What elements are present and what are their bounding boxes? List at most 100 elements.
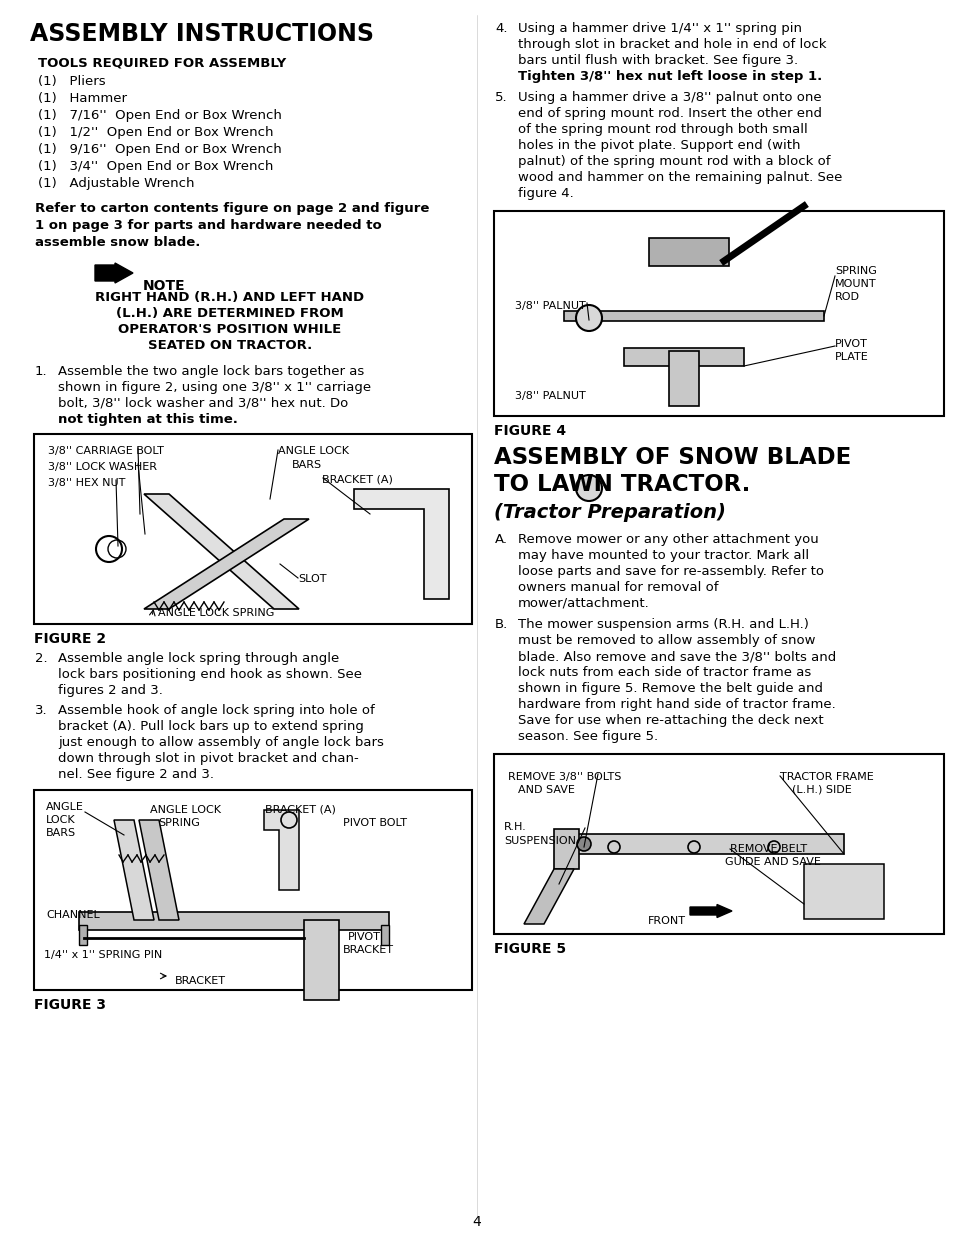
Text: hardware from right hand side of tractor frame.: hardware from right hand side of tractor… — [517, 698, 835, 711]
Text: (L.H.) SIDE: (L.H.) SIDE — [791, 785, 851, 795]
Text: SLOT: SLOT — [297, 574, 326, 584]
Text: Using a hammer drive a 3/8'' palnut onto one: Using a hammer drive a 3/8'' palnut onto… — [517, 91, 821, 104]
Text: just enough to allow assembly of angle lock bars: just enough to allow assembly of angle l… — [58, 735, 383, 749]
Text: OPERATOR'S POSITION WHILE: OPERATOR'S POSITION WHILE — [118, 323, 341, 336]
Text: R.H.: R.H. — [503, 822, 526, 832]
Text: A.: A. — [495, 533, 507, 545]
Text: BRACKET: BRACKET — [343, 945, 394, 955]
Bar — [34, 790, 472, 990]
Text: bracket (A). Pull lock bars up to extend spring: bracket (A). Pull lock bars up to extend… — [58, 719, 363, 733]
Text: 3/8'' LOCK WASHER: 3/8'' LOCK WASHER — [48, 462, 157, 471]
Bar — [304, 921, 338, 1000]
Text: 3/8'' HEX NUT: 3/8'' HEX NUT — [48, 478, 125, 487]
Text: SPRING: SPRING — [834, 267, 876, 276]
Text: shown in figure 2, using one 3/8'' x 1'' carriage: shown in figure 2, using one 3/8'' x 1''… — [58, 381, 371, 394]
Text: BRACKET (A): BRACKET (A) — [265, 805, 335, 814]
Text: BARS: BARS — [46, 828, 76, 838]
Text: 3/8'' PALNUT: 3/8'' PALNUT — [515, 391, 585, 401]
Text: TRACTOR FRAME: TRACTOR FRAME — [780, 772, 873, 782]
Text: not tighten at this time.: not tighten at this time. — [58, 413, 237, 426]
Text: LOCK: LOCK — [46, 814, 75, 826]
Text: SEATED ON TRACTOR.: SEATED ON TRACTOR. — [148, 339, 312, 352]
Text: BRACKET (A): BRACKET (A) — [322, 474, 393, 484]
Text: end of spring mount rod. Insert the other end: end of spring mount rod. Insert the othe… — [517, 107, 821, 120]
Bar — [648, 238, 728, 267]
Polygon shape — [523, 869, 574, 924]
Text: 3/8'' PALNUT: 3/8'' PALNUT — [515, 301, 585, 311]
Bar — [803, 864, 883, 919]
Circle shape — [576, 305, 601, 331]
Bar — [668, 350, 699, 406]
Bar — [79, 926, 87, 945]
Text: Save for use when re-attaching the deck next: Save for use when re-attaching the deck … — [517, 714, 822, 727]
Text: ANGLE LOCK: ANGLE LOCK — [277, 445, 349, 457]
Text: owners manual for removal of: owners manual for removal of — [517, 581, 718, 594]
Text: (1)   Pliers: (1) Pliers — [38, 75, 106, 88]
Text: (1)   1/2''  Open End or Box Wrench: (1) 1/2'' Open End or Box Wrench — [38, 126, 274, 139]
Text: (Tractor Preparation): (Tractor Preparation) — [494, 503, 725, 522]
Text: season. See figure 5.: season. See figure 5. — [517, 731, 658, 743]
Text: 5.: 5. — [495, 91, 507, 104]
Text: SUSPENSION: SUSPENSION — [503, 835, 576, 847]
Text: wood and hammer on the remaining palnut. See: wood and hammer on the remaining palnut.… — [517, 172, 841, 184]
Text: CHANNEL: CHANNEL — [46, 909, 100, 921]
Text: 4: 4 — [472, 1215, 481, 1229]
Text: ANGLE LOCK: ANGLE LOCK — [150, 805, 221, 814]
Text: 4.: 4. — [495, 22, 507, 35]
Text: palnut) of the spring mount rod with a block of: palnut) of the spring mount rod with a b… — [517, 155, 830, 168]
Text: Tighten 3/8'' hex nut left loose in step 1.: Tighten 3/8'' hex nut left loose in step… — [517, 70, 821, 83]
Text: holes in the pivot plate. Support end (with: holes in the pivot plate. Support end (w… — [517, 139, 800, 152]
Text: (1)   Adjustable Wrench: (1) Adjustable Wrench — [38, 176, 194, 190]
Text: of the spring mount rod through both small: of the spring mount rod through both sma… — [517, 123, 807, 136]
Text: bars until flush with bracket. See figure 3.: bars until flush with bracket. See figur… — [517, 54, 798, 67]
Bar — [563, 311, 823, 321]
Text: Assemble the two angle lock bars together as: Assemble the two angle lock bars togethe… — [58, 365, 364, 378]
Text: ASSEMBLY OF SNOW BLADE: ASSEMBLY OF SNOW BLADE — [494, 445, 850, 469]
Text: PIVOT: PIVOT — [834, 339, 867, 349]
Text: ASSEMBLY INSTRUCTIONS: ASSEMBLY INSTRUCTIONS — [30, 22, 374, 46]
Text: shown in figure 5. Remove the belt guide and: shown in figure 5. Remove the belt guide… — [517, 682, 822, 695]
Text: TO LAWN TRACTOR.: TO LAWN TRACTOR. — [494, 473, 750, 496]
Text: bolt, 3/8'' lock washer and 3/8'' hex nut. Do: bolt, 3/8'' lock washer and 3/8'' hex nu… — [58, 397, 348, 410]
Bar — [623, 348, 743, 366]
Bar — [34, 434, 472, 624]
FancyArrow shape — [95, 263, 132, 283]
Text: FIGURE 3: FIGURE 3 — [34, 998, 106, 1012]
Text: through slot in bracket and hole in end of lock: through slot in bracket and hole in end … — [517, 38, 825, 51]
Text: The mower suspension arms (R.H. and L.H.): The mower suspension arms (R.H. and L.H.… — [517, 618, 808, 631]
Polygon shape — [139, 821, 179, 921]
Polygon shape — [354, 489, 449, 598]
Text: PIVOT BOLT: PIVOT BOLT — [343, 818, 407, 828]
Text: 2.: 2. — [35, 652, 48, 665]
Text: ROD: ROD — [834, 292, 859, 302]
Text: NOTE: NOTE — [143, 279, 186, 292]
Text: Assemble angle lock spring through angle: Assemble angle lock spring through angle — [58, 652, 339, 665]
Text: Refer to carton contents figure on page 2 and figure: Refer to carton contents figure on page … — [35, 202, 429, 215]
Polygon shape — [144, 494, 298, 610]
Text: 3/8'' CARRIAGE BOLT: 3/8'' CARRIAGE BOLT — [48, 445, 164, 457]
Text: FIGURE 4: FIGURE 4 — [494, 424, 565, 438]
Text: Using a hammer drive 1/4'' x 1'' spring pin: Using a hammer drive 1/4'' x 1'' spring … — [517, 22, 801, 35]
Text: nel. See figure 2 and 3.: nel. See figure 2 and 3. — [58, 768, 213, 781]
Circle shape — [577, 837, 590, 851]
Text: B.: B. — [495, 618, 508, 631]
Text: REMOVE 3/8'' BOLTS: REMOVE 3/8'' BOLTS — [507, 772, 620, 782]
Text: PLATE: PLATE — [834, 352, 868, 362]
Bar — [574, 834, 843, 854]
Text: down through slot in pivot bracket and chan-: down through slot in pivot bracket and c… — [58, 752, 358, 765]
Text: 1.: 1. — [35, 365, 48, 378]
Text: (1)   7/16''  Open End or Box Wrench: (1) 7/16'' Open End or Box Wrench — [38, 109, 281, 122]
Text: RIGHT HAND (R.H.) AND LEFT HAND: RIGHT HAND (R.H.) AND LEFT HAND — [95, 291, 364, 304]
Text: ANGLE LOCK SPRING: ANGLE LOCK SPRING — [158, 608, 274, 618]
Text: assemble snow blade.: assemble snow blade. — [35, 236, 200, 249]
Text: figures 2 and 3.: figures 2 and 3. — [58, 684, 163, 697]
Polygon shape — [144, 520, 309, 610]
Text: figure 4.: figure 4. — [517, 188, 573, 200]
Text: FRONT: FRONT — [647, 916, 685, 926]
Text: mower/attachment.: mower/attachment. — [517, 597, 649, 610]
Text: TOOLS REQUIRED FOR ASSEMBLY: TOOLS REQUIRED FOR ASSEMBLY — [38, 57, 286, 70]
Text: BRACKET: BRACKET — [174, 976, 226, 986]
Circle shape — [576, 475, 601, 501]
Bar — [554, 829, 578, 869]
Text: SPRING: SPRING — [158, 818, 200, 828]
